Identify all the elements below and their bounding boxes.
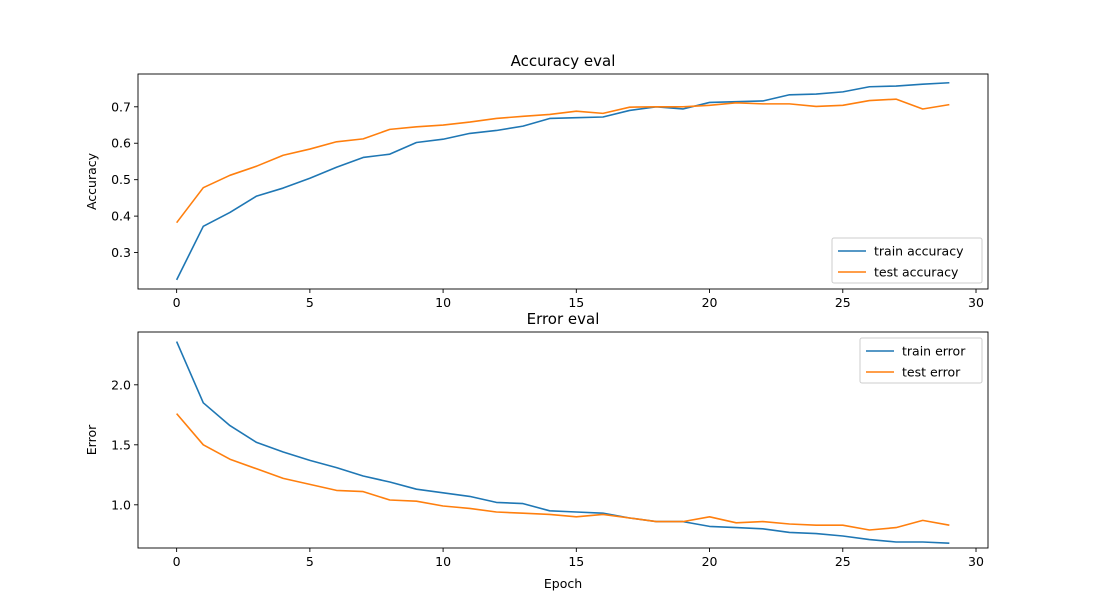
x-tick-label: 20 (702, 554, 718, 569)
y-tick-label: 1.5 (111, 437, 131, 452)
series-line-train-error (175, 341, 950, 544)
x-tick-label: 0 (173, 295, 181, 310)
y-tick-label: 2.0 (111, 377, 131, 392)
x-axis-label: Epoch (544, 576, 582, 591)
x-tick-label: 15 (568, 295, 584, 310)
x-tick-label: 0 (173, 554, 181, 569)
legend-entry: test error (902, 365, 961, 380)
legend: train accuracy test accuracy (831, 237, 983, 284)
x-tick-label: 5 (306, 295, 314, 310)
series-line-train-accuracy (175, 81, 950, 281)
x-tick-label: 25 (835, 554, 851, 569)
legend-entry: test accuracy (874, 265, 959, 280)
y-axis-label: Error (84, 424, 99, 455)
chart-title: Accuracy eval (511, 52, 616, 70)
y-tick-label: 1.0 (111, 497, 131, 512)
y-axis-label: Accuracy (84, 152, 99, 210)
axes-frame (137, 73, 989, 290)
x-tick-label: 10 (435, 295, 451, 310)
y-tick-label: 0.4 (111, 209, 131, 224)
legend-entry: train error (902, 344, 966, 359)
x-tick-label: 10 (435, 554, 451, 569)
series-line-test-error (176, 413, 950, 531)
axes-frame (137, 331, 989, 549)
x-tick-label: 30 (968, 554, 984, 569)
subplot-2: Error eval 0 5 10 15 20 25 30 1.0 1.5 2.0 Error Epoc… (84, 310, 989, 591)
y-tick-label: 0.3 (111, 245, 131, 260)
subplot-1: Accuracy eval 0 5 10 15 20 25 30 0.3 0.4 0.5 0.6 0.7… (84, 52, 989, 310)
series-line-test-accuracy (176, 98, 950, 224)
x-tick-label: 20 (702, 295, 718, 310)
x-tick-label: 5 (306, 554, 314, 569)
legend-box (831, 237, 983, 284)
legend: train error test error (859, 337, 983, 384)
legend-entry: train accuracy (874, 244, 964, 259)
y-tick-label: 0.7 (111, 99, 131, 114)
chart-title: Error eval (527, 310, 600, 328)
y-tick-label: 0.6 (111, 136, 131, 151)
x-tick-label: 25 (835, 295, 851, 310)
y-tick-label: 0.5 (111, 172, 131, 187)
x-tick-label: 15 (568, 554, 584, 569)
x-tick-label: 30 (968, 295, 984, 310)
